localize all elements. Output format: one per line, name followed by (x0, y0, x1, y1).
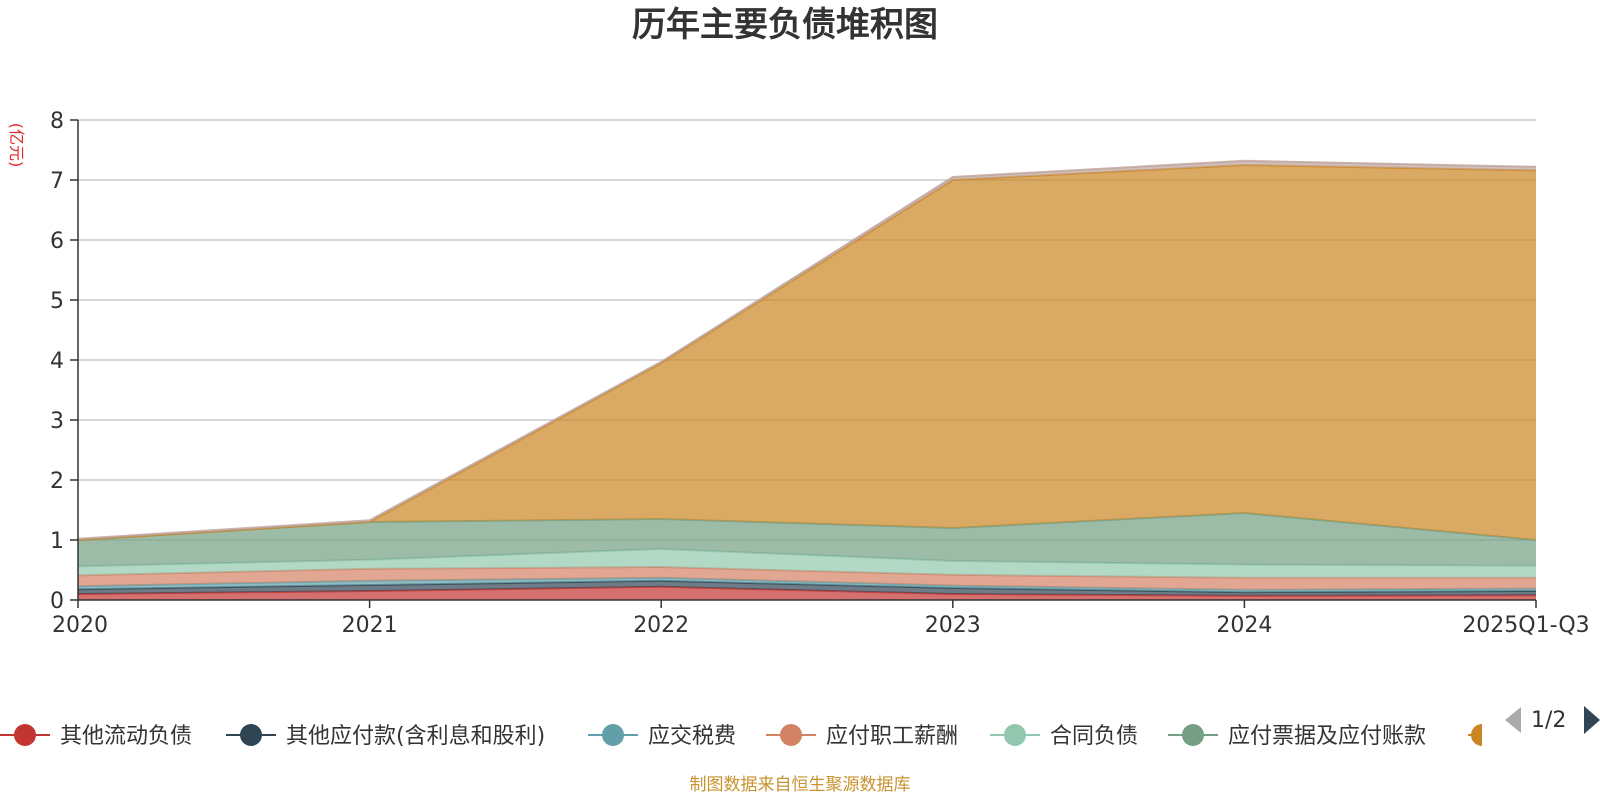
source-note: 制图数据来自恒生聚源数据库 (690, 775, 911, 795)
legend-label: 合同负债 (1050, 724, 1138, 749)
y-axis-unit-label: (亿元) (7, 123, 26, 168)
legend-label: 其他流动负债 (60, 724, 192, 749)
legend-label: 应付票据及应付账款 (1228, 724, 1426, 749)
legend-clipped-marker (1471, 724, 1482, 746)
x-tick-label: 2025Q1-Q3 (1462, 613, 1589, 638)
chart-title: 历年主要负债堆积图 (632, 5, 938, 45)
legend-marker (602, 724, 624, 746)
y-tick-label: 2 (50, 469, 64, 494)
y-tick-label: 5 (50, 289, 64, 314)
area-6 (78, 165, 1536, 540)
area-4 (78, 549, 1536, 578)
y-tick-label: 4 (50, 349, 64, 374)
legend-pager: 1/2 (1505, 706, 1600, 734)
legend-label: 应交税费 (648, 724, 736, 749)
x-tick-label: 2022 (633, 613, 689, 638)
legend-marker (240, 724, 262, 746)
area-line-7 (77, 159, 1537, 540)
area-3 (78, 567, 1536, 590)
legend-marker (780, 724, 802, 746)
legend-marker (1182, 724, 1204, 746)
y-tick-label: 1 (50, 529, 64, 554)
x-axis-ticks: 2020 2021 2022 2023 2024 2025Q1-Q3 (52, 600, 1590, 638)
y-tick-label: 0 (50, 589, 64, 614)
legend-marker (1004, 724, 1026, 746)
area-2 (78, 577, 1536, 593)
legend-item[interactable]: 应交税费 (588, 724, 736, 749)
legend-next-icon[interactable] (1584, 706, 1600, 734)
y-tick-label: 6 (50, 229, 64, 254)
legend-prev-icon[interactable] (1505, 707, 1521, 733)
x-tick-label: 2023 (925, 613, 981, 638)
x-tick-label: 2020 (52, 613, 108, 638)
legend-label: 其他应付款(含利息和股利) (286, 724, 545, 749)
y-tick-label: 3 (50, 409, 64, 434)
legend-item[interactable]: 其他流动负债 (0, 724, 192, 749)
area-5 (78, 513, 1536, 567)
legend-item[interactable]: 应付票据及应付账款 (1168, 724, 1426, 749)
y-tick-label: 7 (50, 169, 64, 194)
legend-item[interactable]: 其他应付款(含利息和股利) (226, 724, 545, 749)
y-axis-ticks: 0 1 2 3 4 5 6 7 8 (50, 109, 78, 614)
x-tick-label: 2021 (342, 613, 398, 638)
legend-label: 应付职工薪酬 (826, 724, 958, 749)
y-tick-label: 8 (50, 109, 64, 134)
area-series (77, 159, 1537, 600)
x-tick-label: 2024 (1216, 613, 1272, 638)
legend: 其他流动负债 其他应付款(含利息和股利) 应交税费 应付职工薪酬 合同负债 应付票据及应付… (0, 724, 1482, 749)
legend-item[interactable]: 应付职工薪酬 (766, 724, 958, 749)
legend-item[interactable]: 合同负债 (990, 724, 1138, 749)
legend-page-indicator: 1/2 (1531, 708, 1566, 733)
legend-marker (14, 724, 36, 746)
